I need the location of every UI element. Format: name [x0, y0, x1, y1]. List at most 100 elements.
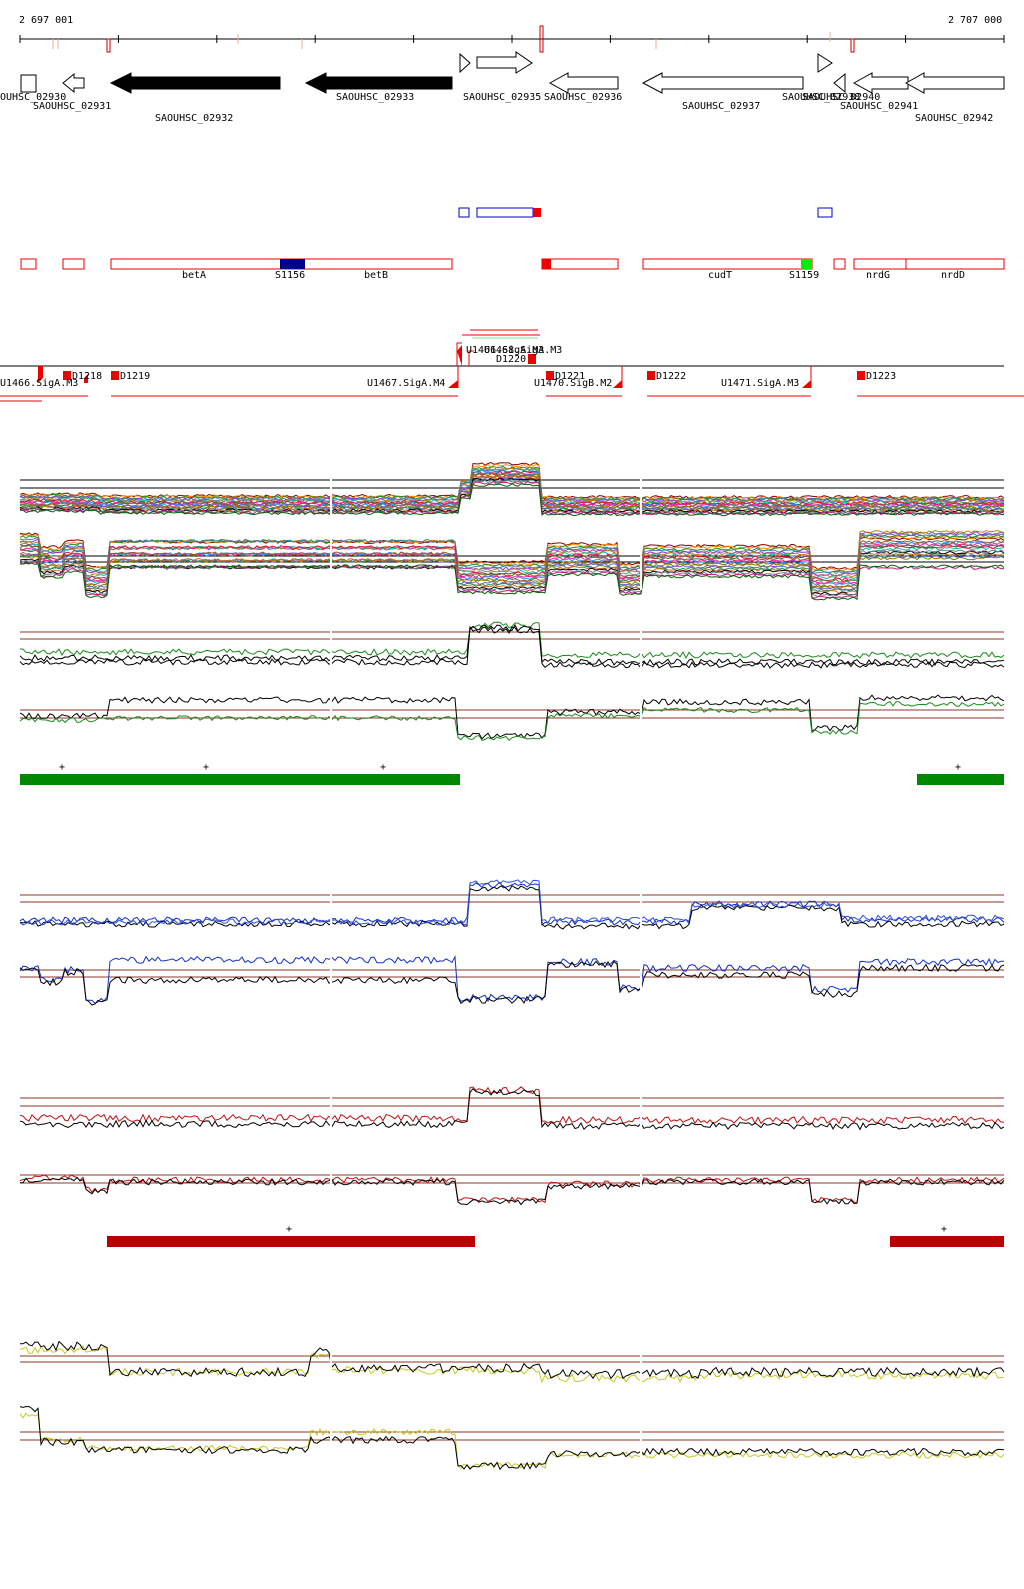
gene-label: SAOUHSC_02935	[463, 92, 541, 103]
gene-SAOUHSC_02935[interactable]	[476, 51, 533, 74]
series-line-multi-plus	[20, 479, 1005, 515]
series-line-multi-minus	[19, 543, 1005, 582]
transcript-label: U1466.SigA.M3	[466, 345, 544, 356]
track-gap	[330, 1080, 332, 1140]
transcript-label: D1218	[72, 371, 102, 382]
segment-marker: +	[955, 762, 961, 773]
gene-label: SAOUHSC_02941	[840, 101, 918, 112]
series-line-black-plus	[19, 625, 1005, 669]
gene-SAOUHSC_02940[interactable]	[833, 72, 846, 94]
series-line-multi-plus	[19, 466, 1005, 504]
track-gap	[640, 1150, 642, 1215]
gene-SAOUHSC_02931[interactable]	[62, 72, 85, 94]
gene-SAOUHSC_02936[interactable]	[548, 72, 619, 94]
gene-SAOUHSC_02942[interactable]	[904, 72, 1005, 94]
track-gap	[330, 525, 332, 590]
operon-track: betA S1156 betB cudT S1159 nrdG nrdD	[20, 258, 1005, 281]
gene-SAOUHSC_02932[interactable]	[109, 72, 281, 94]
track-gap	[330, 1335, 332, 1395]
track-gap	[330, 1150, 332, 1215]
expression-tracks	[19, 461, 1005, 1480]
track-gap	[330, 680, 332, 745]
gene-label: SAOUHSC_02940	[802, 92, 880, 103]
series-line-multi-plus	[19, 477, 1005, 514]
operon-label: nrdD	[941, 270, 965, 281]
series-line-black-minus	[19, 694, 1005, 740]
transcript-label: U1468.SigA.M3	[484, 345, 562, 356]
series-line-multi-minus	[19, 560, 1005, 599]
series-line-multi-plus	[19, 471, 1005, 509]
series-line-multi-plus	[19, 476, 1005, 511]
track-gap	[640, 1335, 642, 1395]
gene-label: SAOUHSC_02937	[682, 101, 760, 112]
transcript-label: D1220	[496, 354, 526, 365]
transcript-label: U1470.SigB.M2	[534, 378, 612, 389]
operon-label: cudT	[708, 270, 732, 281]
segment-marker: +	[286, 1224, 292, 1235]
series-line-black-minus	[19, 1406, 1005, 1471]
track-gap	[330, 945, 332, 1010]
series-line-multi-minus	[19, 532, 1005, 575]
series-line-multi-plus	[19, 461, 1005, 500]
coordinate-axis: 2 697 001 2 707 000	[19, 15, 1005, 53]
series-line-multi-plus	[19, 483, 1004, 517]
segment-marker: +	[380, 762, 386, 773]
series-line-multi-minus	[19, 532, 1005, 571]
gene-label: SAOUHSC_02931	[33, 101, 111, 112]
transcript-label: U1467.SigA.M4	[367, 378, 445, 389]
operon-label: nrdG	[866, 270, 890, 281]
gene-SAOUHSC_02941[interactable]	[852, 72, 909, 94]
series-line-multi-minus	[19, 549, 1005, 597]
gene-SAOUHSC_02934[interactable]	[459, 52, 471, 74]
series-line-black-plus	[19, 1340, 1005, 1380]
series-line-black-minus	[19, 960, 1005, 1006]
segment-bars: + + + + + +	[20, 762, 1004, 1247]
transcript-label: D1222	[656, 371, 686, 382]
axis-start-label: 2 697 001	[19, 15, 73, 26]
segment-bar-green	[917, 774, 1004, 785]
track-gap	[640, 1080, 642, 1140]
series-line-multi-plus	[19, 475, 1005, 513]
segment-bar-green	[20, 774, 460, 785]
gene-label: SAOUHSC_02938	[782, 92, 860, 103]
segment-bar-red	[890, 1236, 1004, 1247]
track-gap	[640, 1400, 642, 1480]
segment-marker: +	[941, 1224, 947, 1235]
segment-marker: +	[59, 762, 65, 773]
axis-end-label: 2 707 000	[948, 15, 1002, 26]
track-gap	[640, 870, 642, 935]
operon-label: S1159	[789, 270, 819, 281]
transcript-label: U1466.SigA.M3	[0, 378, 78, 389]
gene-SAOUHSC_02938[interactable]	[817, 53, 833, 73]
track-gap	[640, 945, 642, 1010]
track-gap	[640, 525, 642, 590]
gene-label: OUHSC_02930	[0, 92, 66, 103]
series-line-multi-plus	[19, 463, 1005, 500]
transcript-label: D1219	[120, 371, 150, 382]
series-line-multi-minus	[19, 539, 1005, 588]
transcript-label: D1223	[866, 371, 896, 382]
track-gap	[330, 620, 332, 670]
gene-label: SAOUHSC_02942	[915, 113, 993, 124]
series-line-blue-plus	[19, 879, 1005, 926]
series-line-green-plus	[19, 621, 1005, 660]
series-line-black-minus	[20, 1176, 1005, 1206]
gene-SAOUHSC_02937[interactable]	[641, 72, 804, 94]
series-line-red-minus	[19, 1174, 1005, 1204]
series-line-blue-minus	[19, 955, 1005, 1004]
operon-label: S1156	[275, 270, 305, 281]
gene-SAOUHSC_02930[interactable]	[20, 74, 37, 93]
segment-bar-red	[107, 1236, 475, 1247]
series-line-green-minus	[19, 700, 1005, 742]
track-gap	[640, 470, 642, 520]
gene-SAOUHSC_02933[interactable]	[304, 72, 453, 94]
track-gap	[640, 680, 642, 745]
gene-track: OUHSC_02930 SAOUHSC_02931 SAOUHSC_02932 …	[0, 51, 1005, 124]
series-line-multi-plus	[19, 474, 1004, 510]
operon-label: betA	[182, 270, 206, 281]
gene-label: SAOUHSC_02936	[544, 92, 622, 103]
series-line-yellow-minus	[19, 1412, 1005, 1469]
series-line-black-plus	[19, 624, 1005, 667]
track-gap	[640, 620, 642, 670]
